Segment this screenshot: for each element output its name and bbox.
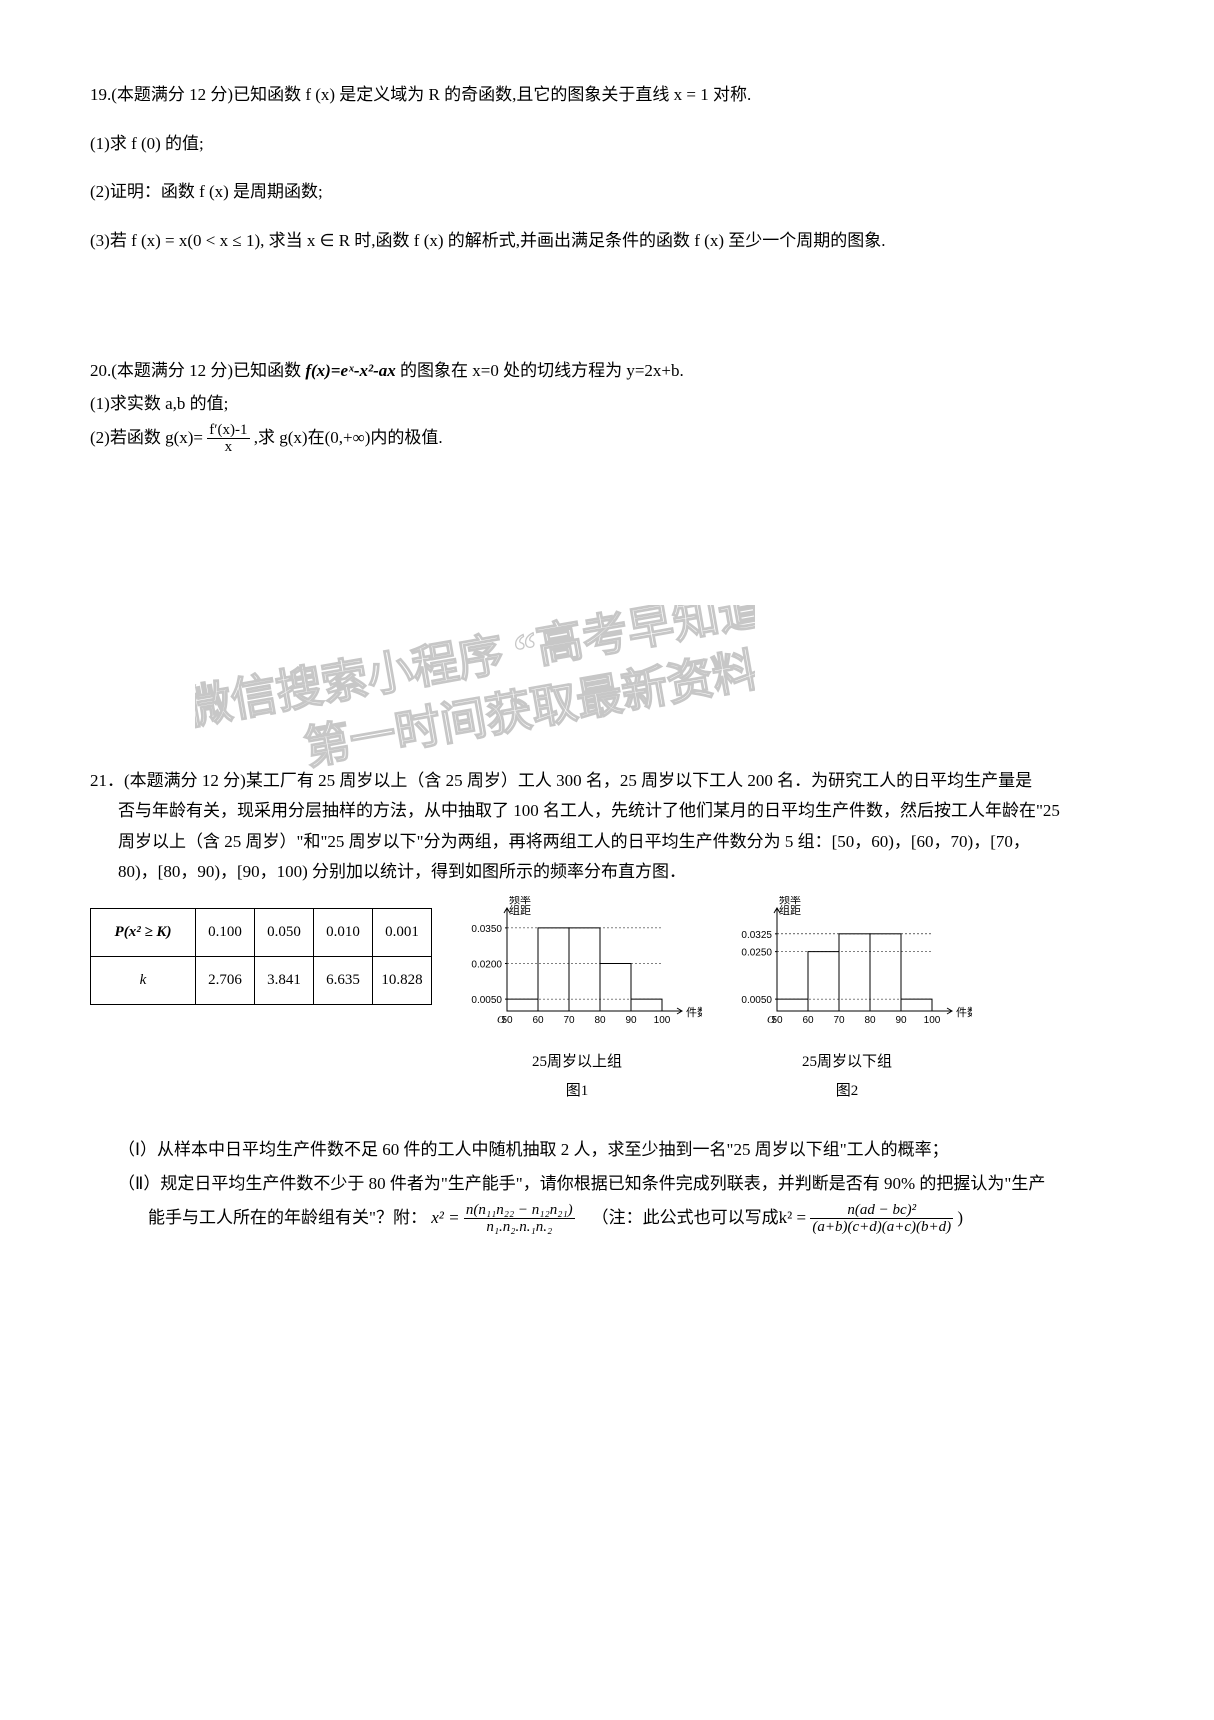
chart-1-wrap: 频率组距0.03500.02000.00505060708090100件数O 2…	[452, 896, 702, 1105]
svg-text:组距: 组距	[779, 903, 801, 917]
q21-frac1: n(n₁₁n₂₂ − n₁₂n₂₁) n₁.n₂.n.₁n.₂	[464, 1202, 575, 1236]
q21-k2: x² =	[431, 1208, 459, 1227]
q20-frac-den: x	[207, 439, 249, 456]
q21-part2a: （Ⅱ）规定日平均生产件数不少于 80 件者为"生产能手"，请你根据已知条件完成列…	[118, 1167, 1124, 1201]
watermark-text: 微信搜索小程序 “高考早知道” 第一时间获取最新资料	[195, 605, 755, 865]
chart1-cap2: 图1	[452, 1078, 702, 1105]
q19-intro: 19.(本题满分 12 分)已知函数 f (x) 是定义域为 R 的奇函数,且它…	[90, 80, 1124, 111]
chart2-cap1: 25周岁以下组	[722, 1049, 972, 1076]
svg-text:100: 100	[654, 1015, 671, 1026]
kt-r2c4: 6.635	[314, 956, 373, 1004]
q21-parts: （Ⅰ）从样本中日平均生产件数不足 60 件的工人中随机抽取 2 人，求至少抽到一…	[90, 1133, 1124, 1236]
histogram-chart-1: 频率组距0.03500.02000.00505060708090100件数O	[452, 896, 702, 1036]
svg-text:60: 60	[802, 1015, 814, 1026]
kt-r1c4: 0.010	[314, 908, 373, 956]
q20-fx: f(x)=eˣ-x²-ax	[305, 361, 395, 380]
svg-text:80: 80	[864, 1015, 876, 1026]
svg-text:O: O	[767, 1014, 775, 1026]
svg-text:件数: 件数	[686, 1006, 702, 1019]
kt-r2c3: 3.841	[255, 956, 314, 1004]
kt-r1c2: 0.100	[196, 908, 255, 956]
chart-2-wrap: 频率组距0.03250.02500.00505060708090100件数O 2…	[722, 896, 972, 1105]
chart1-cap1: 25周岁以上组	[452, 1049, 702, 1076]
q21-part2b: 能手与工人所在的年龄组有关"？附： x² = n(n₁₁n₂₂ − n₁₂n₂₁…	[118, 1201, 1124, 1236]
q21-f2n: n(ad − bc)²	[810, 1202, 953, 1220]
q20-l3a: (2)若函数 g(x)=	[90, 427, 203, 446]
q21-p2b-pre: 能手与工人所在的年龄组有关"？附：	[148, 1208, 427, 1227]
chart2-cap2: 图2	[722, 1078, 972, 1105]
q20-l1a: 20.(本题满分 12 分)已知函数	[90, 361, 305, 380]
q20-line1: 20.(本题满分 12 分)已知函数 f(x)=eˣ-x²-ax 的图象在 x=…	[90, 356, 1124, 387]
q19-part2: (2)证明：函数 f (x) 是周期函数;	[90, 177, 1124, 208]
kt-r1c1: P(x² ≥ K)	[91, 908, 196, 956]
histogram-chart-2: 频率组距0.03250.02500.00505060708090100件数O	[722, 896, 972, 1036]
svg-text:0.0200: 0.0200	[471, 959, 502, 970]
svg-text:0.0050: 0.0050	[741, 995, 772, 1006]
question-20: 20.(本题满分 12 分)已知函数 f(x)=eˣ-x²-ax 的图象在 x=…	[90, 356, 1124, 455]
svg-text:O: O	[497, 1014, 505, 1026]
kt-r1c3: 0.050	[255, 908, 314, 956]
svg-text:0.0050: 0.0050	[471, 995, 502, 1006]
svg-text:0.0350: 0.0350	[471, 924, 502, 935]
q21-f1d: n₁.n₂.n.₁n.₂	[464, 1219, 575, 1236]
q21-f2d: (a+b)(c+d)(a+c)(b+d)	[810, 1219, 953, 1236]
q20-l3b: ,求 g(x)在(0,+∞)内的极值.	[254, 427, 443, 446]
charts-row: P(x² ≥ K) 0.100 0.050 0.010 0.001 k 2.70…	[90, 896, 1124, 1105]
svg-text:70: 70	[833, 1015, 845, 1026]
q20-frac-num: f′(x)-1	[207, 422, 249, 440]
kt-r1c5: 0.001	[373, 908, 432, 956]
question-19: 19.(本题满分 12 分)已知函数 f (x) 是定义域为 R 的奇函数,且它…	[90, 80, 1124, 256]
kt-r2c2: 2.706	[196, 956, 255, 1004]
q19-part3: (3)若 f (x) = x(0 < x ≤ 1), 求当 x ∈ R 时,函数…	[90, 226, 1124, 257]
q21-note: （注：此公式也可以写成k² =	[592, 1208, 806, 1227]
svg-text:100: 100	[924, 1015, 941, 1026]
svg-text:0.0325: 0.0325	[741, 930, 772, 941]
q19-part1: (1)求 f (0) 的值;	[90, 129, 1124, 160]
q21-f1n: n(n₁₁n₂₂ − n₁₂n₂₁)	[464, 1202, 575, 1220]
svg-text:90: 90	[625, 1015, 637, 1026]
kt-r2c1: k	[91, 956, 196, 1004]
q20-l1b: 的图象在 x=0 处的切线方程为 y=2x+b.	[396, 361, 684, 380]
q20-fraction: f′(x)-1 x	[207, 422, 249, 456]
kt-r2c5: 10.828	[373, 956, 432, 1004]
svg-text:60: 60	[532, 1015, 544, 1026]
q20-part2: (2)若函数 g(x)= f′(x)-1 x ,求 g(x)在(0,+∞)内的极…	[90, 422, 1124, 456]
svg-text:80: 80	[594, 1015, 606, 1026]
svg-text:组距: 组距	[509, 903, 531, 917]
chi-square-table: P(x² ≥ K) 0.100 0.050 0.010 0.001 k 2.70…	[90, 908, 432, 1005]
q21-close: )	[957, 1208, 963, 1227]
q21-frac2: n(ad − bc)² (a+b)(c+d)(a+c)(b+d)	[810, 1202, 953, 1236]
q20-part1: (1)求实数 a,b 的值;	[90, 389, 1124, 420]
svg-text:70: 70	[563, 1015, 575, 1026]
q21-part1: （Ⅰ）从样本中日平均生产件数不足 60 件的工人中随机抽取 2 人，求至少抽到一…	[118, 1133, 1124, 1167]
svg-text:0.0250: 0.0250	[741, 948, 772, 959]
svg-text:90: 90	[895, 1015, 907, 1026]
svg-text:件数: 件数	[956, 1006, 972, 1019]
